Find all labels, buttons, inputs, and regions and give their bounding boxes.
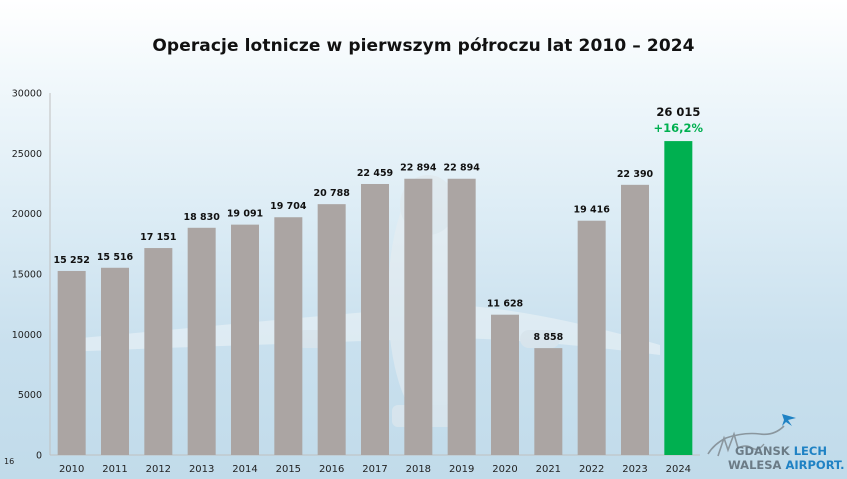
- data-label: 22 390: [617, 169, 654, 180]
- x-tick-label: 2010: [59, 464, 84, 475]
- data-label: 19 704: [270, 201, 307, 212]
- bar-2010: [57, 270, 86, 455]
- x-tick-label: 2015: [276, 464, 301, 475]
- x-tick-label: 2019: [449, 464, 474, 475]
- data-label: 20 788: [313, 188, 350, 199]
- chart-title: Operacje lotnicze w pierwszym półroczu l…: [152, 36, 695, 56]
- x-tick-label: 2022: [579, 464, 604, 475]
- bar-2014: [231, 224, 259, 455]
- airport-logo-mark-icon: [707, 414, 796, 457]
- x-tick-label: 2016: [319, 464, 344, 475]
- data-label: 22 894: [443, 163, 480, 174]
- data-label: 17 151: [140, 232, 176, 243]
- x-tick-label: 2018: [406, 464, 431, 475]
- data-label: 22 459: [357, 168, 393, 179]
- bar-2019: [447, 178, 476, 455]
- data-label: 19 416: [573, 205, 610, 216]
- x-tick-label: 2017: [362, 464, 387, 475]
- bar-2012: [144, 248, 173, 455]
- x-tick-label: 2020: [492, 464, 517, 475]
- data-label: 15 252: [53, 255, 89, 266]
- y-tick-label: 15000: [12, 270, 42, 281]
- y-tick-label: 10000: [12, 330, 42, 341]
- x-tick-label: 2012: [146, 464, 171, 475]
- bar-2018: [404, 178, 433, 455]
- bar-2016: [317, 204, 346, 455]
- y-tick-label: 5000: [18, 390, 42, 401]
- data-label: 11 628: [487, 299, 524, 310]
- y-tick-label: 20000: [12, 209, 42, 220]
- x-tick-label: 2021: [536, 464, 561, 475]
- bar-2021: [534, 348, 563, 455]
- page-number: 16: [4, 457, 15, 466]
- y-tick-label: 0: [36, 451, 42, 462]
- data-label: 19 091: [227, 209, 263, 220]
- x-tick-label: 2023: [622, 464, 647, 475]
- data-label: 15 516: [97, 252, 134, 263]
- logo-text-gdansk: GDANSK: [735, 444, 794, 458]
- data-label: 8 858: [533, 332, 563, 343]
- bar-2011: [101, 267, 129, 455]
- bar-2020: [491, 314, 519, 455]
- growth-annotation: +16,2%: [654, 121, 704, 135]
- gdansk-airport-logo: GDANSK LECH WALESA AIRPORT.: [704, 404, 845, 474]
- x-tick-label: 2014: [232, 464, 257, 475]
- bar-2013: [187, 227, 216, 455]
- logo-text-lech: LECH: [793, 444, 827, 458]
- bar-2022: [577, 220, 606, 455]
- x-tick-label: 2024: [666, 464, 691, 475]
- data-label: 22 894: [400, 163, 437, 174]
- logo-text-airport: AIRPORT.: [785, 458, 845, 472]
- bar-2015: [274, 217, 303, 455]
- data-label: 18 830: [183, 212, 220, 223]
- logo-text-walesa: WALESA: [728, 458, 786, 472]
- x-tick-label: 2013: [189, 464, 214, 475]
- y-tick-label: 25000: [12, 149, 42, 160]
- bar-2023: [621, 184, 649, 455]
- y-tick-label: 30000: [12, 89, 42, 100]
- x-tick-label: 2011: [102, 464, 127, 475]
- bar-2017: [361, 183, 389, 455]
- data-label: 26 015: [656, 105, 700, 119]
- bar-2024: [664, 141, 693, 455]
